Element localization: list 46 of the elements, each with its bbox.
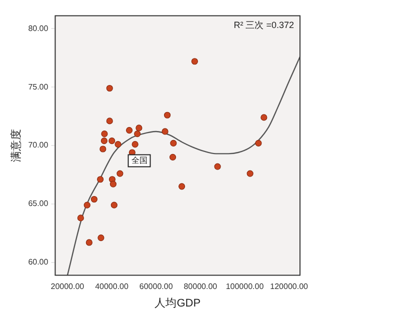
y-tick-label: 80.00 [28, 24, 49, 33]
x-tick-label: 80000.00 [184, 282, 218, 292]
point [126, 127, 133, 134]
point [169, 154, 176, 160]
point [90, 196, 98, 203]
point [86, 239, 92, 246]
y-axis-title: 满意度 [10, 129, 23, 162]
point [97, 176, 104, 183]
point [110, 180, 116, 188]
point [116, 170, 124, 177]
point [162, 128, 168, 135]
point [178, 183, 186, 190]
point [136, 124, 142, 132]
point [170, 140, 177, 146]
point [100, 146, 106, 152]
y-tick-label: 60.00 [28, 258, 49, 267]
point [134, 130, 141, 138]
point [214, 163, 221, 170]
point [132, 141, 138, 148]
annotation: R² 三次 =0.372 [234, 20, 294, 30]
x-tick-label: 60000.00 [139, 282, 174, 292]
y-tick-label: 70.00 [28, 140, 49, 150]
point [108, 138, 116, 144]
point [106, 118, 113, 124]
x-tick-label: 40000.00 [95, 282, 130, 292]
x-axis-title: 人均GDP [154, 297, 201, 310]
point [106, 84, 113, 92]
annotation: 全国 [131, 156, 148, 165]
point [191, 58, 198, 65]
point [84, 202, 90, 208]
point [114, 141, 122, 148]
y-tick-label: 65.00 [28, 199, 49, 208]
point [110, 202, 118, 208]
x-tick-label: 20000.00 [50, 282, 85, 292]
point [77, 214, 84, 222]
point [246, 170, 254, 177]
y-tick-label: 75.00 [28, 82, 49, 92]
point [101, 130, 108, 138]
point [164, 112, 171, 118]
point [98, 234, 104, 242]
point [260, 114, 268, 121]
point [255, 140, 262, 146]
x-tick-label: 120000.00 [270, 282, 309, 292]
x-tick-label: 100000.00 [226, 282, 264, 292]
line-series [66, 56, 300, 276]
point [100, 138, 108, 144]
